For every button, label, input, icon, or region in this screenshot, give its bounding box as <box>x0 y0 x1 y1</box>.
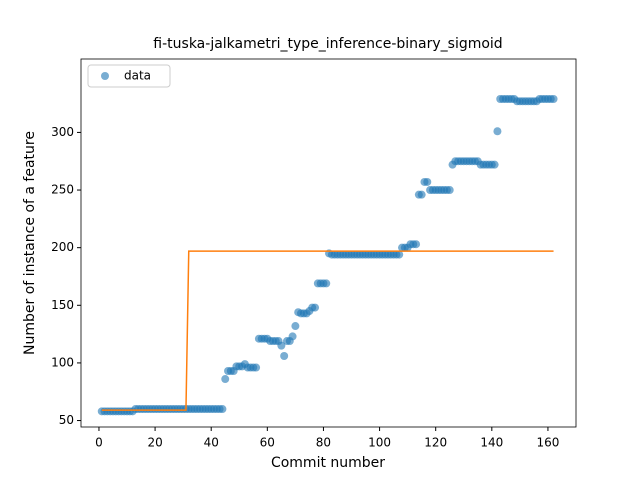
legend-label: data <box>124 69 151 83</box>
fit-line <box>101 250 554 411</box>
data-point <box>395 250 404 259</box>
data-point <box>277 341 286 350</box>
data-point <box>493 127 502 136</box>
data-point <box>490 160 499 169</box>
data-point <box>549 94 558 103</box>
x-tick-label: 80 <box>316 436 331 450</box>
x-tick-label: 160 <box>536 436 559 450</box>
x-tick-label: 0 <box>95 436 103 450</box>
x-tick-label: 140 <box>480 436 503 450</box>
x-tick-label: 120 <box>424 436 447 450</box>
y-tick-label: 300 <box>51 125 74 139</box>
data-point <box>412 240 421 249</box>
x-axis-label: Commit number <box>271 455 385 471</box>
y-tick-label: 250 <box>51 183 74 197</box>
axes-frame <box>80 58 577 428</box>
x-tick-label: 100 <box>368 436 391 450</box>
legend-box <box>87 64 171 88</box>
chart-title: fi-tuska-jalkametri_type_inference-binar… <box>153 36 502 52</box>
legend-marker <box>101 72 109 80</box>
data-point <box>311 303 320 312</box>
data-point <box>423 177 432 186</box>
data-point <box>218 405 227 414</box>
x-tick-label: 20 <box>147 436 162 450</box>
data-point <box>252 363 261 372</box>
data-point <box>291 322 300 331</box>
y-tick-label: 50 <box>59 413 74 427</box>
y-tick-label: 100 <box>51 355 74 369</box>
data-point <box>280 352 289 361</box>
y-axis-label: Number of instance of a feature <box>22 131 38 355</box>
data-point <box>445 186 454 195</box>
data-point <box>288 332 297 341</box>
y-tick-label: 200 <box>51 240 74 254</box>
data-point <box>417 190 426 199</box>
y-tick-label: 150 <box>51 298 74 312</box>
data-point <box>221 375 230 384</box>
data-point <box>322 279 331 288</box>
x-tick-label: 40 <box>204 436 219 450</box>
x-tick-label: 60 <box>260 436 275 450</box>
